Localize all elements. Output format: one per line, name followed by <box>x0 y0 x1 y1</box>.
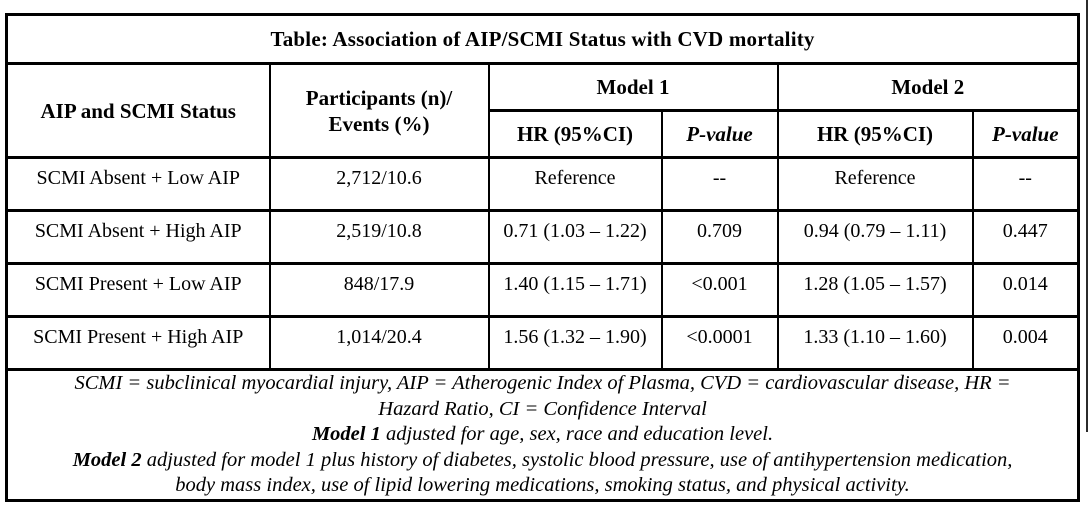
col-header-model1: Model 1 <box>487 62 779 112</box>
title-row: Table: Association of AIP/SCMI Status wi… <box>5 13 1080 65</box>
footnote-row: SCMI = subclinical myocardial injury, AI… <box>5 368 1080 502</box>
footnote-abbreviations-line2: Hazard Ratio, CI = Confidence Interval <box>378 397 707 420</box>
table-row: SCMI Present + High AIP 1,014/20.4 1.56 … <box>5 315 1080 371</box>
cell-participants: 848/17.9 <box>268 262 490 318</box>
cell-status: SCMI Present + Low AIP <box>5 262 271 318</box>
cell-model1-hr: Reference <box>487 156 663 212</box>
cell-participants: 1,014/20.4 <box>268 315 490 371</box>
col-header-status: AIP and SCMI Status <box>5 62 271 159</box>
footnote-abbreviations-line1: SCMI = subclinical myocardial injury, AI… <box>74 372 1011 394</box>
cell-status: SCMI Present + High AIP <box>5 315 271 371</box>
cell-model2-hr: 0.94 (0.79 – 1.11) <box>776 209 974 265</box>
cell-participants: 2,519/10.8 <box>268 209 490 265</box>
footnote-model2-line2: body mass index, use of lipid lowering m… <box>175 474 910 496</box>
table-title: Table: Association of AIP/SCMI Status wi… <box>5 13 1080 65</box>
cell-model2-pvalue: -- <box>971 156 1080 212</box>
table-row: SCMI Present + Low AIP 848/17.9 1.40 (1.… <box>5 262 1080 318</box>
cell-model1-hr: 1.56 (1.32 – 1.90) <box>487 315 663 371</box>
cell-model2-hr: 1.28 (1.05 – 1.57) <box>776 262 974 318</box>
cell-model1-hr: 1.40 (1.15 – 1.71) <box>487 262 663 318</box>
cell-model2-pvalue: 0.447 <box>971 209 1080 265</box>
scan-edge-line <box>1086 0 1088 432</box>
cell-model1-pvalue: -- <box>660 156 779 212</box>
col-header-pvalue-model2: P-value <box>971 109 1080 159</box>
footnote-block: SCMI = subclinical myocardial injury, AI… <box>5 368 1080 502</box>
cell-model1-pvalue: <0.0001 <box>660 315 779 371</box>
table-row: SCMI Absent + High AIP 2,519/10.8 0.71 (… <box>5 209 1080 265</box>
col-header-participants-line1: Participants (n)/ <box>305 85 453 110</box>
cell-model2-pvalue: 0.014 <box>971 262 1080 318</box>
footnote-model1-text: adjusted for age, sex, race and educatio… <box>385 423 774 445</box>
col-header-participants: Participants (n)/ Events (%) <box>268 62 490 159</box>
footnote-model2-line1: Model 2 adjusted for model 1 plus histor… <box>9 448 1077 474</box>
col-header-hr-model2: HR (95%CI) <box>776 109 974 159</box>
cell-status: SCMI Absent + High AIP <box>5 209 271 265</box>
cell-participants: 2,712/10.6 <box>268 156 490 212</box>
col-header-participants-line2: Events (%) <box>328 111 430 136</box>
cell-model1-pvalue: 0.709 <box>660 209 779 265</box>
header-row-measures: HR (95%CI) P-value HR (95%CI) P-value <box>7 109 1080 159</box>
table-row: SCMI Absent + Low AIP 2,712/10.6 Referen… <box>5 156 1080 212</box>
header-row-models: AIP and SCMI Status Participants (n)/ Ev… <box>5 62 1080 159</box>
cell-model2-pvalue: 0.004 <box>971 315 1080 371</box>
footnote-model1-label: Model 1 <box>311 423 381 445</box>
association-table: Table: Association of AIP/SCMI Status wi… <box>5 13 1081 502</box>
cell-model1-pvalue: <0.001 <box>660 262 779 318</box>
cell-model2-hr: 1.33 (1.10 – 1.60) <box>776 315 974 371</box>
cell-model1-hr: 0.71 (1.03 – 1.22) <box>487 209 663 265</box>
col-header-model2: Model 2 <box>776 62 1080 112</box>
col-header-pvalue-model1: P-value <box>660 109 779 159</box>
footnote-model2-text-line1: adjusted for model 1 plus history of dia… <box>146 448 1013 471</box>
cell-status: SCMI Absent + Low AIP <box>5 156 271 212</box>
col-header-hr-model1: HR (95%CI) <box>487 109 663 159</box>
footnote-model2-label: Model 2 <box>72 448 142 471</box>
footnote-model1: Model 1 adjusted for age, sex, race and … <box>9 422 1077 448</box>
cell-model2-hr: Reference <box>776 156 974 212</box>
